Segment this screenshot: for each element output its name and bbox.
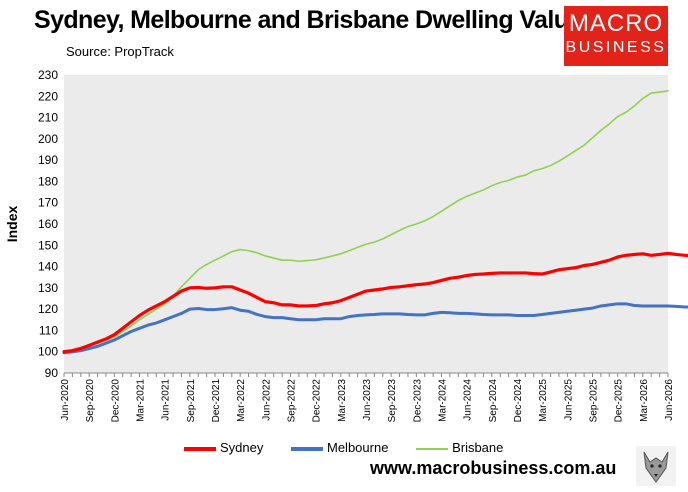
line-chart: 90 100 110 120 130 140 150 160 170 180 190 200 210 22… (4, 68, 688, 423)
x-tick-label: Sep-2022 (287, 379, 298, 423)
legend-item-melbourne: Melbourne (291, 440, 388, 455)
y-tick-label: 150 (38, 238, 58, 252)
y-tick-label: 110 (39, 323, 58, 337)
x-axis: Jun-2020 Sep-2020 Dec-2020 Mar-2021 Jun-2021… (60, 372, 675, 423)
y-tick-label: 170 (38, 196, 58, 210)
x-tick-label: Sep-2024 (488, 379, 499, 423)
legend-swatch-brisbane (416, 447, 449, 450)
x-tick-label: Dec-2025 (614, 379, 625, 423)
x-tick-label: Jun-2021 (161, 379, 172, 421)
legend-label-brisbane: Brisbane (452, 440, 504, 456)
y-tick-label: 210 (38, 111, 58, 125)
y-tick-label: 130 (38, 281, 58, 295)
x-tick-label: Mar-2021 (136, 379, 147, 422)
x-tick-label: Sep-2023 (387, 379, 398, 423)
y-axis-label: Index (4, 206, 20, 243)
series-line-melbourne (62, 302, 688, 355)
x-tick-label: Sep-2020 (85, 379, 96, 423)
logo-line-1: MACRO (568, 10, 664, 37)
legend-item-sydney: Sydney (184, 440, 263, 455)
x-tick-label: Jun-2024 (463, 379, 474, 421)
legend-item-brisbane: Brisbane (416, 440, 503, 455)
x-tick-label: Mar-2022 (236, 379, 247, 422)
y-axis: 90 100 110 120 130 140 150 160 170 180 190 200 210 22… (38, 68, 58, 380)
y-tick-label: 230 (38, 68, 58, 82)
y-tick-label: 100 (38, 345, 58, 359)
y-tick-label: 90 (45, 366, 59, 380)
x-tick-label: Jun-2025 (563, 379, 574, 421)
wolf-logo-icon (636, 446, 676, 486)
series-lines (62, 90, 688, 355)
legend: Sydney Melbourne Brisbane (184, 439, 527, 455)
x-tick-label: Dec-2021 (211, 379, 222, 423)
legend-label-sydney: Sydney (220, 440, 264, 456)
x-tick-label: Sep-2021 (186, 379, 197, 423)
y-tick-label: 180 (38, 174, 58, 188)
x-tick-label: Sep-2025 (589, 379, 600, 423)
y-tick-label: 190 (38, 153, 58, 167)
y-tick-label: 220 (38, 89, 58, 103)
x-tick-label: Mar-2026 (639, 379, 650, 422)
x-tick-label: Jun-2026 (664, 379, 675, 421)
y-tick-label: 200 (38, 132, 58, 146)
x-tick-label: Dec-2023 (412, 379, 423, 423)
x-tick-label: Dec-2022 (312, 379, 323, 423)
series-line-sydney (62, 251, 688, 354)
macrobusiness-logo: MACRO BUSINESS (564, 6, 668, 66)
x-tick-label: Mar-2023 (337, 379, 348, 422)
y-tick-label: 160 (38, 217, 58, 231)
logo-line-2: BUSINESS (565, 39, 667, 56)
x-tick-label: Mar-2024 (438, 379, 449, 422)
x-tick-label: Dec-2024 (513, 379, 524, 423)
source-note: Source: PropTrack (66, 44, 174, 59)
website-url: www.macrobusiness.com.au (370, 458, 617, 478)
plot-area (64, 75, 668, 373)
legend-swatch-melbourne (291, 446, 323, 451)
series-line-brisbane (63, 90, 669, 353)
y-tick-label: 120 (38, 302, 58, 316)
x-tick-label: Jun-2020 (60, 379, 71, 421)
x-tick-label: Mar-2025 (538, 379, 549, 422)
legend-label-melbourne: Melbourne (327, 440, 389, 456)
x-tick-label: Jun-2023 (362, 379, 373, 421)
x-tick-label: Jun-2022 (261, 379, 272, 421)
x-tick-label: Dec-2020 (110, 379, 121, 423)
chart-title: Sydney, Melbourne and Brisbane Dwelling … (34, 6, 596, 34)
y-tick-label: 140 (38, 260, 58, 274)
legend-swatch-sydney (184, 446, 216, 451)
